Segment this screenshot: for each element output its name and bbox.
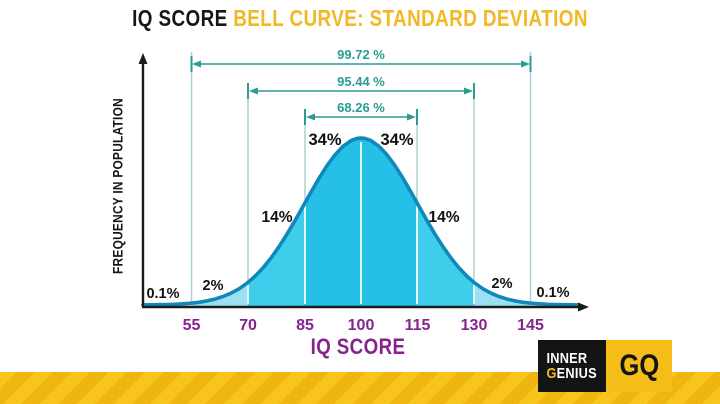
x-tick-115: 115 <box>405 317 431 334</box>
segment-label-14-left: 14% <box>261 209 292 226</box>
page-title-prefix: IQ SCORE <box>132 5 228 31</box>
gq-badge-text: GQ <box>619 349 659 382</box>
segment-labels: 0.1% 2% 14% 34% 34% 14% 2% 0.1% <box>146 131 569 302</box>
logo-line1: INNER <box>546 349 588 367</box>
bracket-label-68: 68.26 % <box>337 100 385 115</box>
inner-genius-logo: INNER GENIUS GQ <box>538 340 672 392</box>
band-dividers <box>247 142 475 304</box>
x-tick-130: 130 <box>461 317 488 334</box>
segment-label-01-right: 0.1% <box>536 285 569 301</box>
coverage-bracket-99: 99.72 % <box>190 47 532 72</box>
x-axis <box>142 302 589 312</box>
logo-g-letter: G <box>546 365 557 382</box>
segment-label-34-left: 34% <box>308 131 341 149</box>
logo-line2-rest: ENIUS <box>556 365 598 382</box>
segment-label-01-left: 0.1% <box>146 286 179 302</box>
coverage-bracket-68: 68.26 % <box>304 100 418 125</box>
x-tick-100: 100 <box>348 317 375 334</box>
inner-genius-wordmark: INNER GENIUS <box>538 340 606 392</box>
bell-curve-outline <box>141 136 581 307</box>
x-tick-70: 70 <box>239 317 257 334</box>
y-axis-title: FREQUENCY IN POPULATION <box>110 98 126 274</box>
bracket-label-95: 95.44 % <box>337 74 385 89</box>
x-tick-55: 55 <box>183 317 201 334</box>
segment-label-2-left: 2% <box>203 278 224 294</box>
bell-curve-area <box>141 136 581 307</box>
x-tick-85: 85 <box>296 317 314 334</box>
logo-line2: GENIUS <box>547 366 597 381</box>
coverage-bracket-95: 95.44 % <box>247 74 475 99</box>
bracket-label-99: 99.72 % <box>337 47 385 62</box>
segment-label-14-right: 14% <box>428 209 459 226</box>
segment-label-34-right: 34% <box>380 131 413 149</box>
x-tick-labels: 55 70 85 100 115 130 145 <box>183 317 544 334</box>
y-axis <box>138 53 148 307</box>
sigma-guide-lines <box>190 52 532 303</box>
x-axis-title: IQ SCORE <box>310 334 406 359</box>
x-tick-145: 145 <box>517 317 544 334</box>
segment-label-2-right: 2% <box>492 276 513 292</box>
page-title-rest: BELL CURVE: STANDARD DEVIATION <box>233 5 588 31</box>
gq-badge: GQ <box>606 340 672 392</box>
page-title: IQ SCORE BELL CURVE: STANDARD DEVIATION <box>65 5 655 32</box>
